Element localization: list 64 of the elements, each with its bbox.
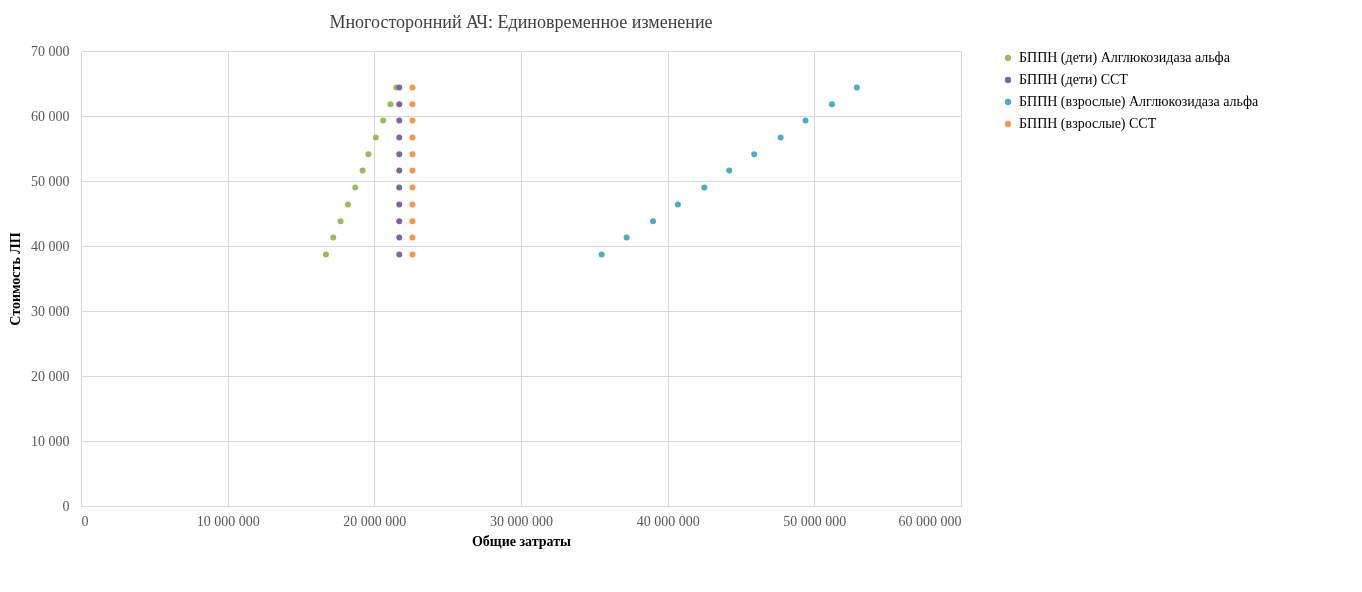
- y-tick-label: 70 000: [31, 43, 70, 59]
- y-tick-label: 20 000: [31, 368, 70, 384]
- x-tick-label: 10 000 000: [196, 513, 260, 529]
- point: [802, 117, 809, 124]
- point: [337, 218, 344, 225]
- y-tick-label: 0: [62, 498, 70, 514]
- y-tick-label: 50 000: [31, 173, 70, 189]
- point: [828, 101, 835, 108]
- point: [623, 234, 630, 241]
- y-tick-label: 60 000: [31, 108, 70, 124]
- point: [409, 167, 416, 174]
- point: [396, 234, 403, 241]
- point: [396, 151, 403, 158]
- point: [396, 117, 403, 124]
- point: [344, 201, 351, 208]
- point: [853, 84, 860, 91]
- point: [650, 218, 656, 225]
- legend-label: БППН (взрослые) Алглюкозидаза альфа: [1019, 94, 1260, 110]
- x-tick-label: 20 000 000: [343, 513, 407, 529]
- point: [396, 184, 403, 191]
- point: [409, 184, 416, 191]
- legend-label: БППН (дети) Алглюкозидаза альфа: [1019, 50, 1231, 66]
- point: [396, 218, 403, 225]
- point: [365, 151, 372, 158]
- x-tick-label: 50 000 000: [783, 513, 847, 529]
- point: [380, 117, 387, 124]
- point: [372, 134, 379, 141]
- y-tick-label: 40 000: [31, 238, 70, 254]
- point: [396, 101, 403, 108]
- point: [409, 117, 416, 124]
- point: [352, 184, 359, 191]
- point: [387, 101, 394, 108]
- y-axis-title: Стоимость ЛП: [8, 232, 23, 326]
- x-tick-label: 0: [81, 513, 89, 529]
- legend-label: БППН (взрослые) ССТ: [1019, 116, 1157, 132]
- point: [359, 167, 366, 174]
- point: [777, 134, 784, 141]
- point: [409, 218, 416, 225]
- x-tick-label: 40 000 000: [636, 513, 700, 529]
- point: [409, 234, 416, 241]
- y-tick-label: 30 000: [31, 303, 70, 319]
- x-tick-label: 30 000 000: [490, 513, 553, 529]
- x-axis-title: Общие затраты: [471, 533, 572, 549]
- x-tick-label: 60 000 000: [898, 513, 962, 529]
- point: [726, 167, 733, 174]
- point: [598, 251, 605, 258]
- point: [396, 167, 403, 174]
- point: [701, 184, 708, 191]
- point: [409, 101, 416, 108]
- point: [396, 201, 403, 208]
- point: [674, 201, 681, 208]
- point: [322, 251, 329, 258]
- legend-label: БППН (дети) ССТ: [1019, 72, 1129, 88]
- point: [409, 84, 416, 91]
- y-tick-label: 10 000: [31, 433, 70, 449]
- point: [409, 201, 416, 208]
- point: [751, 151, 758, 158]
- point: [409, 151, 416, 158]
- chart-title: Многосторонний АЧ: Единовременное изменение: [329, 12, 713, 32]
- point: [396, 134, 403, 141]
- point: [396, 251, 403, 258]
- point: [409, 134, 416, 141]
- point: [409, 251, 416, 258]
- point: [330, 234, 337, 241]
